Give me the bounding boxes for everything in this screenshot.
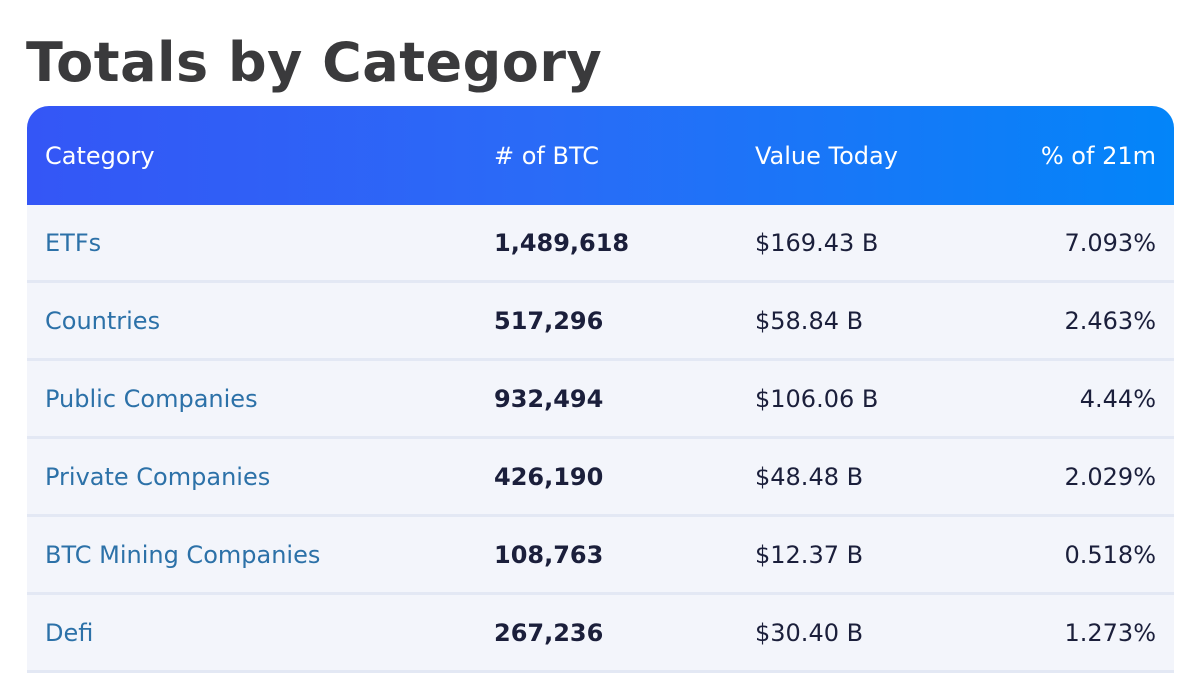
table-row: Private Companies 426,190 $48.48 B 2.029… — [27, 439, 1174, 517]
header-value-today[interactable]: Value Today — [755, 141, 898, 170]
category-totals-table: Category # of BTC Value Today % of 21m E… — [27, 106, 1174, 673]
table-body: ETFs 1,489,618 $169.43 B 7.093% Countrie… — [27, 205, 1174, 673]
table-header: Category # of BTC Value Today % of 21m — [27, 106, 1174, 205]
table-row: ETFs 1,489,618 $169.43 B 7.093% — [27, 205, 1174, 283]
btc-count: 108,763 — [494, 540, 604, 569]
category-link-countries[interactable]: Countries — [45, 306, 161, 335]
category-link-defi[interactable]: Defi — [45, 618, 94, 647]
value-today: $106.06 B — [755, 384, 879, 413]
value-today: $169.43 B — [755, 228, 879, 257]
category-link-public-companies[interactable]: Public Companies — [45, 384, 258, 413]
value-today: $30.40 B — [755, 618, 864, 647]
category-link-btc-mining-companies[interactable]: BTC Mining Companies — [45, 540, 321, 569]
header-category[interactable]: Category — [45, 141, 155, 170]
value-today: $12.37 B — [755, 540, 864, 569]
table-row: BTC Mining Companies 108,763 $12.37 B 0.… — [27, 517, 1174, 595]
value-today: $48.48 B — [755, 462, 864, 491]
percent-of-supply: 2.463% — [1064, 306, 1156, 335]
value-today: $58.84 B — [755, 306, 864, 335]
header-percent-of-supply[interactable]: % of 21m — [1040, 141, 1156, 170]
table-row: Public Companies 932,494 $106.06 B 4.44% — [27, 361, 1174, 439]
table-row: Defi 267,236 $30.40 B 1.273% — [27, 595, 1174, 673]
page-title: Totals by Category — [26, 31, 603, 94]
header-btc-count[interactable]: # of BTC — [494, 141, 599, 170]
percent-of-supply: 0.518% — [1064, 540, 1156, 569]
btc-count: 932,494 — [494, 384, 604, 413]
percent-of-supply: 2.029% — [1064, 462, 1156, 491]
percent-of-supply: 4.44% — [1079, 384, 1156, 413]
btc-count: 426,190 — [494, 462, 604, 491]
category-link-etfs[interactable]: ETFs — [45, 228, 102, 257]
percent-of-supply: 7.093% — [1064, 228, 1156, 257]
btc-count: 1,489,618 — [494, 228, 630, 257]
percent-of-supply: 1.273% — [1064, 618, 1156, 647]
table-row: Countries 517,296 $58.84 B 2.463% — [27, 283, 1174, 361]
btc-count: 517,296 — [494, 306, 604, 335]
btc-count: 267,236 — [494, 618, 604, 647]
category-link-private-companies[interactable]: Private Companies — [45, 462, 271, 491]
